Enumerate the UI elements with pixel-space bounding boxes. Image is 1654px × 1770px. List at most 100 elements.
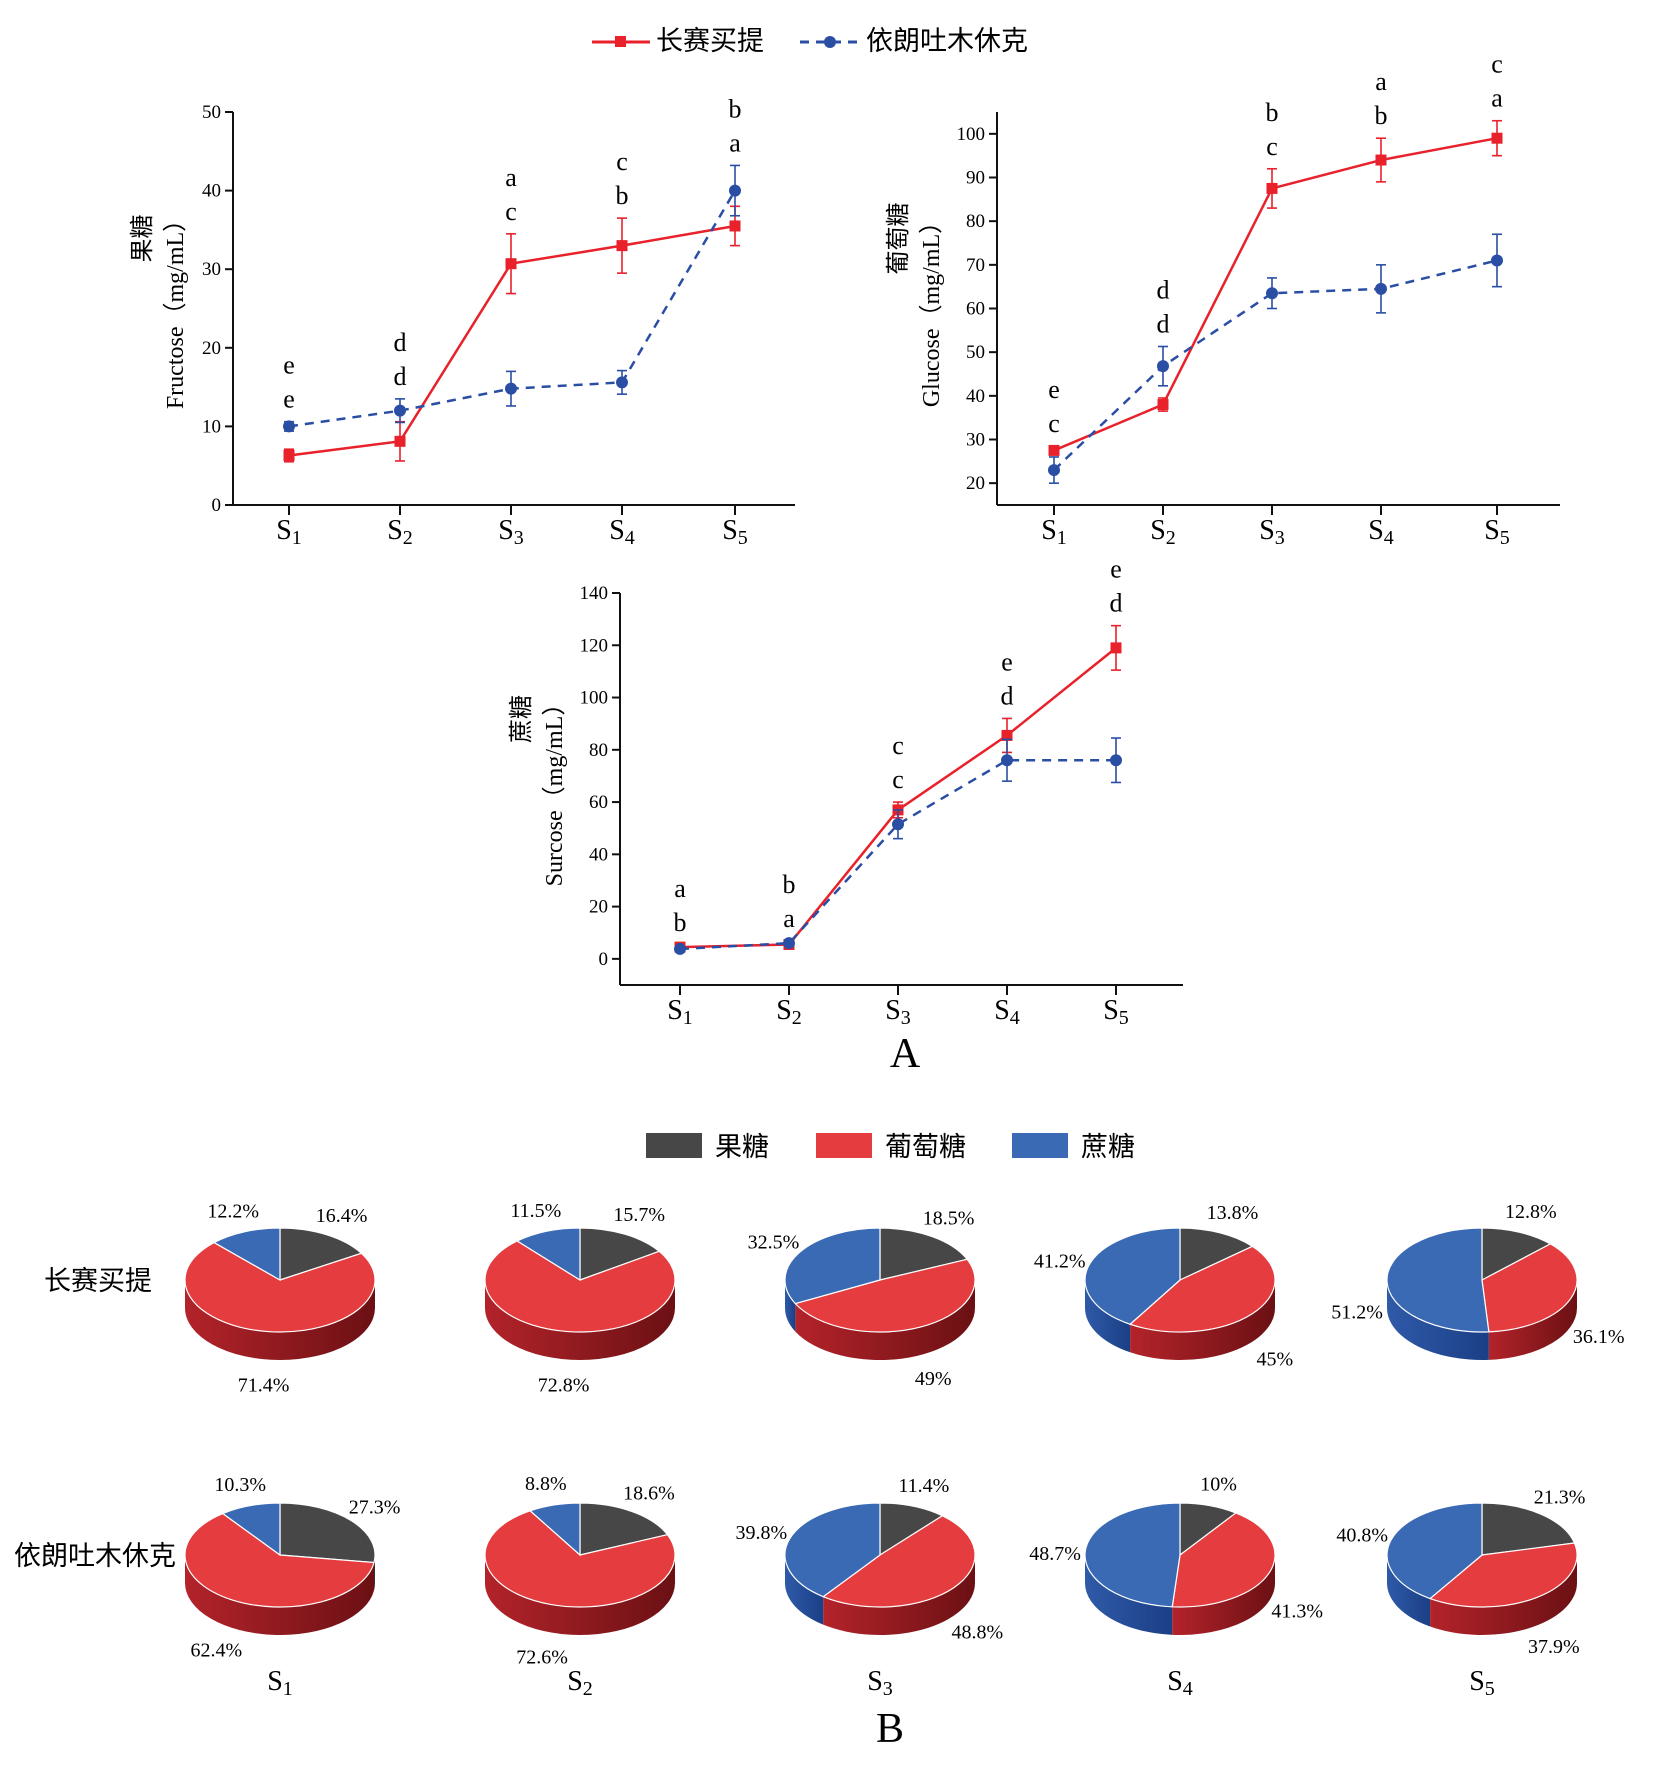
x-tick-label: S5 xyxy=(1103,995,1129,1029)
pie-slice xyxy=(821,1515,976,1608)
pie-side-wall xyxy=(1085,1555,1173,1635)
data-point-square xyxy=(394,435,406,447)
data-point-circle xyxy=(283,420,295,433)
pie-slice xyxy=(279,1502,376,1564)
y-tick-label: 20 xyxy=(966,473,985,494)
y-tick-label: 0 xyxy=(599,949,609,970)
significance-letter: d xyxy=(1001,681,1014,710)
pie-slice-label: 12.2% xyxy=(207,1201,259,1223)
pie-1-5: 12.8% 36.1% 51.2% xyxy=(1331,1201,1625,1361)
data-point-circle xyxy=(505,382,517,395)
data-point-square xyxy=(1157,399,1169,411)
row-label: 依朗吐木休克 xyxy=(14,1541,176,1571)
series-line-2 xyxy=(1053,259,1498,471)
pie-slice-label: 10.3% xyxy=(214,1474,266,1496)
x-tick-label: S3 xyxy=(885,995,911,1029)
pie-slice xyxy=(879,1502,944,1557)
significance-letter: c xyxy=(1491,50,1503,79)
panel-label-a: A xyxy=(890,1031,921,1077)
pie-slice-label: 41.3% xyxy=(1271,1600,1323,1622)
data-point-circle xyxy=(1491,254,1503,267)
significance-letter: c xyxy=(892,731,904,760)
pie-1-3: 18.5% 49% 32.5% xyxy=(748,1207,976,1390)
pie-2-2: 18.6% 72.6% 8.8% S2 xyxy=(484,1473,676,1700)
x-tick-label: S4 xyxy=(1368,515,1394,549)
data-point-square xyxy=(729,220,741,232)
y-tick-label: 80 xyxy=(966,211,985,232)
pie-slice-label: 36.1% xyxy=(1573,1326,1625,1348)
pie-slice-label: 12.8% xyxy=(1505,1201,1557,1223)
pie-slice xyxy=(184,1241,376,1333)
pie-legend: 果糖 葡萄糖 蔗糖 xyxy=(646,1132,1135,1162)
pie-slice xyxy=(221,1502,281,1557)
legend-label-sucrose: 蔗糖 xyxy=(1081,1132,1135,1162)
significance-letter: a xyxy=(783,904,795,933)
data-point-square xyxy=(1001,729,1013,741)
significance-letter: b xyxy=(729,94,742,123)
pie-slice-label: 15.7% xyxy=(613,1204,665,1226)
data-point-square xyxy=(1375,154,1387,166)
data-point-square xyxy=(1491,132,1503,144)
pie-side-wall xyxy=(485,1555,675,1635)
pie-slice xyxy=(1481,1227,1552,1281)
pie-side-wall xyxy=(795,1280,975,1361)
data-point-circle xyxy=(1110,754,1122,767)
pie-slice xyxy=(279,1227,363,1281)
stage-label: S3 xyxy=(867,1666,893,1700)
significance-letter: a xyxy=(1491,84,1503,113)
pie-2-4: 10% 41.3% 48.7% S4 xyxy=(1029,1474,1323,1700)
pie-charts: 长赛买提 16.4% 71.4% 12.2% 15.7% 72.8% 11.5% 18.5% 4… xyxy=(14,1200,1625,1700)
pie-slice xyxy=(484,1510,676,1608)
pie-slice-label: 62.4% xyxy=(191,1639,243,1661)
data-point-circle xyxy=(616,376,628,389)
pie-side-wall xyxy=(374,1555,375,1591)
y-tick-label: 40 xyxy=(966,386,985,407)
line-legend: 长赛买提 依朗吐木休克 xyxy=(592,26,1028,56)
pie-slice-label: 8.8% xyxy=(525,1473,567,1495)
y-tick-label: 140 xyxy=(580,583,609,604)
pie-slice-label: 18.5% xyxy=(923,1207,975,1229)
pie-slice xyxy=(879,1227,969,1281)
significance-letter: d xyxy=(1157,275,1170,304)
significance-letter: e xyxy=(1048,375,1060,404)
significance-letter: e xyxy=(1001,647,1013,676)
significance-letter: a xyxy=(729,128,741,157)
x-tick-label: S1 xyxy=(1041,515,1067,549)
significance-letter: d xyxy=(394,328,407,357)
y-axis-label-cn: 果糖 xyxy=(129,215,156,263)
y-axis-label: Glucose（mg/mL） xyxy=(919,210,945,407)
data-point-circle xyxy=(1375,282,1387,295)
y-tick-label: 10 xyxy=(202,416,221,437)
significance-letter: e xyxy=(283,385,295,414)
y-tick-label: 70 xyxy=(966,255,985,276)
pie-2-1: 27.3% 62.4% 10.3% S1 xyxy=(184,1474,400,1700)
pie-side-wall xyxy=(1387,1280,1489,1361)
pie-slice-label: 40.8% xyxy=(1336,1524,1388,1546)
y-tick-label: 60 xyxy=(966,299,985,320)
line-chart-3: 0 20 40 60 80 100 120 140 S1 S2 S3 S4 S5 蔗糖 Surcose（mg… xyxy=(508,555,1183,1029)
pie-slice-label: 11.4% xyxy=(898,1475,949,1497)
pie-slice xyxy=(1179,1227,1254,1281)
x-tick-label: S1 xyxy=(276,515,302,549)
pie-slice-label: 72.6% xyxy=(516,1646,568,1668)
legend-label-glucose: 葡萄糖 xyxy=(885,1132,966,1162)
significance-letter: a xyxy=(674,874,686,903)
significance-letter: d xyxy=(1157,309,1170,338)
data-point-circle xyxy=(674,942,686,955)
pie-side-wall xyxy=(823,1555,975,1636)
legend-label-fructose: 果糖 xyxy=(715,1132,769,1162)
pie-side-wall xyxy=(785,1555,824,1625)
y-axis-label: Surcose（mg/mL） xyxy=(542,692,568,887)
pie-slice xyxy=(484,1240,676,1333)
y-axis-label-cn: 葡萄糖 xyxy=(885,203,912,275)
pie-side-wall xyxy=(1172,1555,1275,1635)
pie-side-wall xyxy=(1387,1555,1431,1627)
legend-circle-marker xyxy=(824,36,836,48)
significance-letter: c xyxy=(1048,409,1060,438)
stage-label: S4 xyxy=(1167,1666,1193,1700)
significance-letter: c xyxy=(505,197,517,226)
y-tick-label: 30 xyxy=(966,430,985,451)
data-point-square xyxy=(1266,182,1278,194)
pie-side-wall xyxy=(485,1280,675,1360)
line-chart-1: 0 10 20 30 40 50 S1 S2 S3 S4 S5 果糖 Fructose（mg/mL） ee… xyxy=(129,94,795,549)
